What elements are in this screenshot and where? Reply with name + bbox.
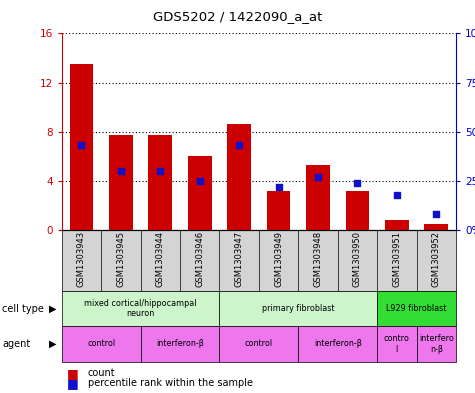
Point (432, 211, 440, 217)
Text: primary fibroblast: primary fibroblast (262, 304, 334, 313)
Text: percentile rank within the sample: percentile rank within the sample (88, 378, 253, 388)
Bar (346, 191, 369, 230)
Point (117, 168, 124, 174)
Bar (149, 135, 172, 230)
Text: agent: agent (2, 339, 30, 349)
Text: contro
l: contro l (384, 334, 410, 354)
Point (393, 191, 401, 198)
Point (196, 178, 204, 184)
Bar (385, 220, 408, 230)
Text: cell type: cell type (2, 303, 44, 314)
Point (236, 142, 243, 149)
Point (314, 174, 322, 180)
Text: interferon-β: interferon-β (156, 340, 204, 348)
Point (78, 142, 86, 149)
Bar (70, 64, 93, 230)
Bar (188, 156, 211, 230)
Text: interferon-β: interferon-β (314, 340, 361, 348)
Text: ■: ■ (66, 367, 78, 380)
Text: mixed cortical/hippocampal
neuron: mixed cortical/hippocampal neuron (85, 299, 197, 318)
Text: ▶: ▶ (48, 303, 56, 314)
Bar (109, 135, 133, 230)
Text: control: control (245, 340, 273, 348)
Text: interfero
n-β: interfero n-β (419, 334, 454, 354)
Text: GDS5202 / 1422090_a_at: GDS5202 / 1422090_a_at (153, 10, 322, 23)
Bar (425, 224, 448, 230)
Text: control: control (87, 340, 115, 348)
Bar (228, 124, 251, 230)
Text: ▶: ▶ (48, 339, 56, 349)
Point (353, 180, 361, 186)
Text: ■: ■ (66, 376, 78, 390)
Point (156, 168, 164, 174)
Bar (306, 165, 330, 230)
Point (275, 184, 282, 190)
Bar (267, 191, 290, 230)
Text: L929 fibroblast: L929 fibroblast (386, 304, 447, 313)
Text: count: count (88, 368, 115, 378)
